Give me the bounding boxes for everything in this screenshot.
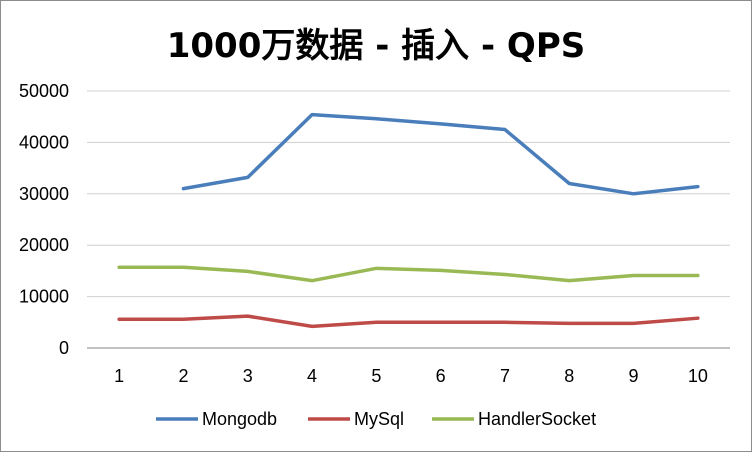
- series-line-handlersocket: [117, 265, 700, 283]
- y-tick-label: 0: [59, 338, 69, 358]
- y-tick-label: 40000: [19, 132, 69, 152]
- y-tick-label: 20000: [19, 235, 69, 255]
- gridlines: [87, 90, 730, 349]
- y-tick-label: 50000: [19, 81, 69, 101]
- y-tick-label: 30000: [19, 184, 69, 204]
- x-axis-ticks: 1 2 3 4 5 6 7 8 9 10: [114, 366, 708, 386]
- x-tick-label: 3: [243, 366, 253, 386]
- x-tick-label: 1: [114, 366, 124, 386]
- legend-label: Mongodb: [202, 409, 277, 429]
- x-tick-label: 10: [688, 366, 708, 386]
- chart-title: 1000万数据 - 插入 - QPS: [166, 26, 586, 66]
- legend: Mongodb MySql HandlerSocket: [156, 409, 596, 429]
- x-tick-label: 9: [629, 366, 639, 386]
- y-axis-ticks: 0 10000 20000 30000 40000 50000: [19, 81, 69, 358]
- x-tick-label: 5: [371, 366, 381, 386]
- y-tick-label: 10000: [19, 287, 69, 307]
- series-lines: [117, 112, 700, 329]
- x-tick-label: 4: [307, 366, 317, 386]
- x-tick-label: 6: [436, 366, 446, 386]
- x-tick-label: 7: [500, 366, 510, 386]
- series-line-mongodb: [181, 112, 700, 196]
- x-tick-label: 8: [564, 366, 574, 386]
- legend-label: HandlerSocket: [478, 409, 596, 429]
- legend-label: MySql: [354, 409, 404, 429]
- series-line-mysql: [117, 314, 700, 329]
- x-tick-label: 2: [178, 366, 188, 386]
